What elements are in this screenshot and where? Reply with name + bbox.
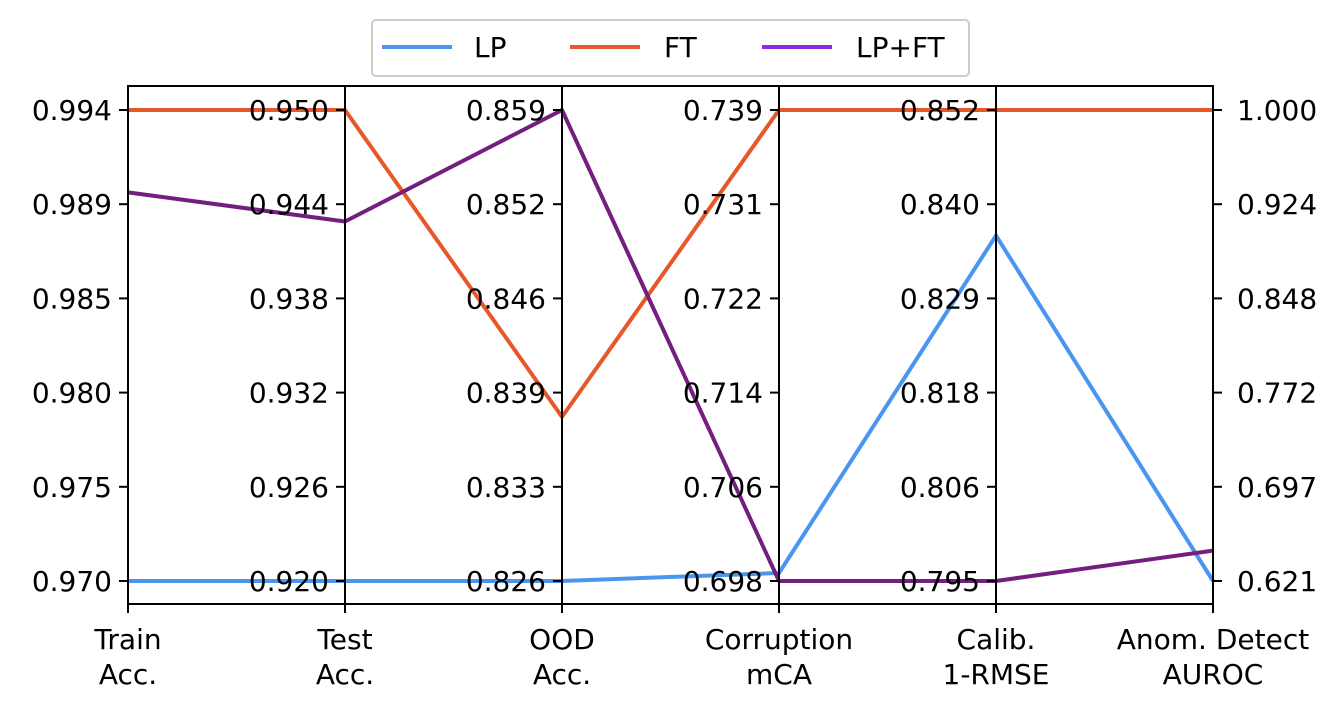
axis-label: Corruption bbox=[705, 623, 853, 656]
legend-label-ft: FT bbox=[664, 31, 698, 64]
tick-label: 0.926 bbox=[249, 471, 329, 504]
tick-label: 0.818 bbox=[900, 377, 980, 410]
legend-label-lpft: LP+FT bbox=[856, 31, 946, 64]
tick-label: 0.697 bbox=[1237, 471, 1317, 504]
tick-label: 0.840 bbox=[900, 188, 980, 221]
axis-label: Anom. Detect bbox=[1117, 623, 1309, 656]
series-lines bbox=[127, 108, 1215, 583]
tick-label: 0.731 bbox=[683, 188, 763, 221]
tick-label: 0.714 bbox=[683, 377, 763, 410]
legend-label-lp: LP bbox=[474, 31, 506, 64]
legend: LP FT LP+FT bbox=[371, 19, 970, 77]
axis-label: mCA bbox=[746, 658, 812, 691]
tick-label: 1.000 bbox=[1237, 94, 1317, 127]
tick-label: 0.994 bbox=[32, 94, 112, 127]
plot-frame bbox=[127, 85, 1214, 605]
tick-label: 0.970 bbox=[32, 565, 112, 598]
tick-label: 0.932 bbox=[249, 377, 329, 410]
tick-label: 0.924 bbox=[1237, 188, 1317, 221]
tick-label: 0.706 bbox=[683, 471, 763, 504]
tick-label: 0.722 bbox=[683, 282, 763, 315]
tick-label: 0.985 bbox=[32, 282, 112, 315]
axis-label: Train bbox=[93, 623, 161, 656]
tick-label: 0.806 bbox=[900, 471, 980, 504]
axis-labels: TrainAcc.TestAcc.OODAcc.CorruptionmCACal… bbox=[93, 623, 1309, 691]
axis-label: 1-RMSE bbox=[943, 658, 1050, 691]
tick-label: 0.846 bbox=[466, 282, 546, 315]
tick-label: 0.739 bbox=[683, 94, 763, 127]
tick-label: 0.852 bbox=[466, 188, 546, 221]
series-line-ft bbox=[128, 108, 1213, 419]
axis-label: Test bbox=[316, 623, 372, 656]
tick-label: 0.980 bbox=[32, 377, 112, 410]
tick-label: 0.698 bbox=[683, 565, 763, 598]
tick-label: 0.829 bbox=[900, 282, 980, 315]
tick-label: 0.950 bbox=[249, 94, 329, 127]
tick-label: 0.621 bbox=[1237, 565, 1317, 598]
axis-label: OOD bbox=[529, 623, 595, 656]
tick-label: 0.989 bbox=[32, 188, 112, 221]
series-line-lp bbox=[128, 233, 1215, 583]
axis-label: Acc. bbox=[316, 658, 374, 691]
tick-label: 0.920 bbox=[249, 565, 329, 598]
tick-label: 0.795 bbox=[900, 565, 980, 598]
tick-label: 0.839 bbox=[466, 377, 546, 410]
axis-label: Acc. bbox=[533, 658, 591, 691]
axes bbox=[119, 85, 1222, 613]
tick-label: 0.848 bbox=[1237, 282, 1317, 315]
legend-frame bbox=[371, 19, 970, 77]
tick-label: 0.944 bbox=[249, 188, 329, 221]
tick-label: 0.975 bbox=[32, 471, 112, 504]
tick-labels: 0.994 0.989 0.985 0.980 0.975 0.970 0.950 0.944… bbox=[32, 94, 1317, 598]
tick-label: 0.859 bbox=[466, 94, 546, 127]
axis-label: Calib. bbox=[957, 623, 1036, 656]
series-line-lp-ft bbox=[127, 108, 1214, 583]
tick-label: 0.833 bbox=[466, 471, 546, 504]
tick-label: 0.826 bbox=[466, 565, 546, 598]
tick-label: 0.938 bbox=[249, 282, 329, 315]
tick-label: 0.772 bbox=[1237, 377, 1317, 410]
tick-label: 0.852 bbox=[900, 94, 980, 127]
axis-label: Acc. bbox=[99, 658, 157, 691]
axis-label: AUROC bbox=[1163, 658, 1264, 691]
